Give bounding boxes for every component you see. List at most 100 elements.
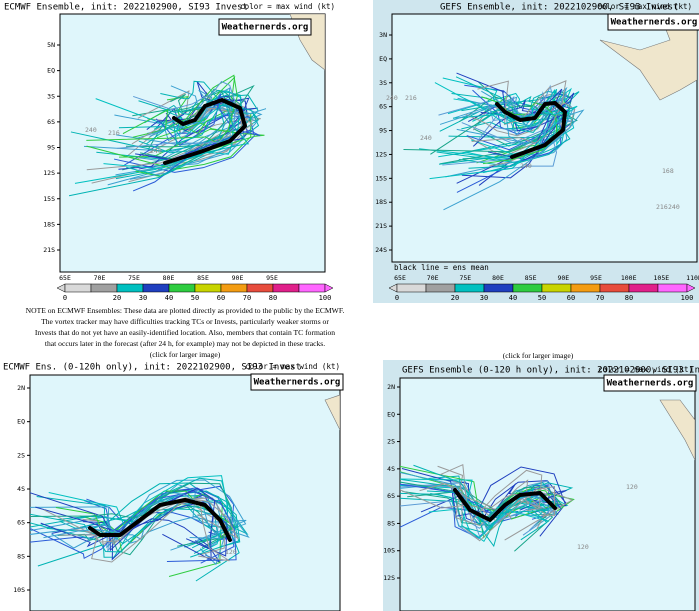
y-tick-label: 9S <box>47 144 55 152</box>
ensemble-track <box>70 89 243 153</box>
y-tick-label: EQ <box>379 55 387 63</box>
y-tick-label: 12S <box>383 574 395 582</box>
x-tick-label: 80E <box>163 274 175 282</box>
ensemble-mean <box>495 101 567 159</box>
x-tick-label: 70E <box>94 274 106 282</box>
ensemble-track <box>113 115 255 173</box>
watermark: Weathernerds.org <box>254 378 341 388</box>
y-tick-label: 12S <box>375 150 387 158</box>
colorbar-label: 70 <box>243 294 251 302</box>
y-tick-label: 6S <box>47 118 55 126</box>
ensemble-track <box>419 483 543 512</box>
x-tick-label: 95E <box>590 274 602 282</box>
colorbar-swatch <box>396 283 427 293</box>
ecmwf-note: that occurs later in the forecast (after… <box>45 339 325 348</box>
track-label: 216 <box>405 94 417 102</box>
map-panel[interactable]: ECMWF Ensemble, init: 2022102900, SI93 I… <box>4 2 335 302</box>
y-tick-label: EQ <box>47 67 55 75</box>
colorbar-swatch <box>220 283 248 293</box>
watermark: Weathernerds.org <box>222 23 309 33</box>
x-tick-label: 110E <box>686 274 699 282</box>
land <box>659 399 695 461</box>
ensemble-mean <box>163 98 247 165</box>
colorbar-label: 20 <box>451 294 459 302</box>
track-label: 240 <box>386 94 398 102</box>
watermark-box <box>603 374 697 392</box>
ensemble-track <box>456 89 562 193</box>
colorbar-label: 80 <box>269 294 277 302</box>
tracks <box>400 463 575 552</box>
y-tick-label: EQ <box>17 418 25 426</box>
colorbar-swatch <box>541 283 572 293</box>
y-tick-label: 2S <box>17 451 25 459</box>
track-label: 240 <box>150 147 162 155</box>
ensemble-track <box>138 94 259 154</box>
colorbar-label: 40 <box>165 294 173 302</box>
colorbar-label: 40 <box>509 294 517 302</box>
colorbar-label: 20 <box>113 294 121 302</box>
color-label: color = max wind (kt) <box>240 2 335 11</box>
ensemble-track <box>471 80 567 144</box>
mean-note: black line = ens mean <box>394 263 489 272</box>
track-label: 120 <box>577 543 589 551</box>
colorbar-label: 0 <box>395 294 399 302</box>
tracks <box>30 475 250 582</box>
watermark: Weathernerds.org <box>611 18 698 28</box>
y-tick-label: 6S <box>379 103 387 111</box>
watermark: Weathernerds.org <box>607 379 694 389</box>
y-tick-label: 6S <box>387 492 395 500</box>
y-tick-label: 12S <box>43 169 55 177</box>
colorbar-label: 50 <box>191 294 199 302</box>
land <box>599 14 697 101</box>
ensemble-track <box>436 108 567 164</box>
click-label[interactable]: (click for larger image) <box>503 351 574 360</box>
ensemble-track <box>86 74 238 144</box>
ensemble-track <box>400 495 557 540</box>
colorbar-swatch <box>116 283 144 293</box>
colorbar-swatch <box>90 283 118 293</box>
colorbar-label: 100 <box>681 294 694 302</box>
ensemble-track <box>117 80 237 149</box>
colorbar-swatch <box>570 283 601 293</box>
colorbar-arrow <box>686 283 696 293</box>
y-tick-label: 18S <box>375 198 387 206</box>
watermark-box <box>250 373 344 391</box>
ensemble-track <box>103 99 236 170</box>
y-tick-label: 4S <box>17 485 25 493</box>
y-tick-label: 3S <box>47 92 55 100</box>
ensemble-track <box>439 463 543 523</box>
y-tick-label: 8S <box>387 519 395 527</box>
color-label: color = max wind (kt) <box>598 365 693 374</box>
x-tick-label: 105E <box>654 274 670 282</box>
colorbar-label: 100 <box>319 294 332 302</box>
x-tick-label: 85E <box>197 274 209 282</box>
x-tick-label: 65E <box>394 274 406 282</box>
color-label: color = max wind (kt) <box>245 362 340 371</box>
colorbar-swatch <box>298 283 326 293</box>
map-panel[interactable]: GEFS Ensemble (0-120 h only), init: 2022… <box>369 360 699 611</box>
y-tick-label: EQ <box>387 410 395 418</box>
y-tick-label: 8S <box>17 552 25 560</box>
ensemble-track <box>400 485 574 541</box>
y-tick-label: 3N <box>379 31 387 39</box>
track-label: 216 <box>108 129 120 137</box>
x-tick-label: 80E <box>492 274 504 282</box>
track-label: 240 <box>85 126 97 134</box>
y-tick-label: 21S <box>375 222 387 230</box>
colorbar-swatch <box>194 283 222 293</box>
click-label[interactable]: (click for larger image) <box>150 350 221 359</box>
y-tick-label: 15S <box>43 195 55 203</box>
y-tick-label: 18S <box>43 220 55 228</box>
ensemble-track <box>30 482 219 548</box>
x-tick-label: 75E <box>128 274 140 282</box>
track-label: 120 <box>225 548 237 556</box>
y-tick-label: 15S <box>375 174 387 182</box>
tracks <box>68 74 267 197</box>
map-panel[interactable]: GEFS Ensemble, init: 2022102900, SI93 In… <box>373 0 699 303</box>
map-panel[interactable]: ECMWF Ens. (0-120h only), init: 20221029… <box>0 362 344 611</box>
colorbar-label: 60 <box>217 294 225 302</box>
y-tick-label: 5N <box>47 41 55 49</box>
panel-title: GEFS Ensemble, init: 2022102900, SI93 In… <box>440 3 678 13</box>
y-tick-label: 9S <box>379 127 387 135</box>
colorbar-swatch <box>64 283 92 293</box>
